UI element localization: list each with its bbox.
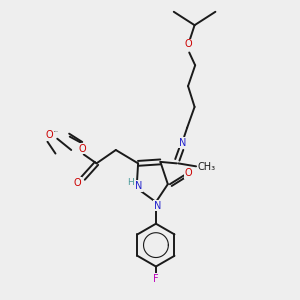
Text: N: N [135, 181, 142, 191]
Text: N: N [154, 201, 161, 211]
Text: O: O [78, 143, 86, 154]
Text: O: O [185, 168, 193, 178]
Text: O: O [46, 130, 53, 140]
Text: N: N [179, 138, 186, 148]
Text: H: H [127, 178, 134, 187]
Text: O: O [74, 178, 82, 188]
Text: CH₃: CH₃ [198, 162, 216, 172]
Text: methyl: methyl [54, 131, 59, 132]
Text: F: F [153, 274, 159, 284]
Text: O: O [185, 40, 193, 50]
Text: methoxy: methoxy [47, 131, 54, 132]
